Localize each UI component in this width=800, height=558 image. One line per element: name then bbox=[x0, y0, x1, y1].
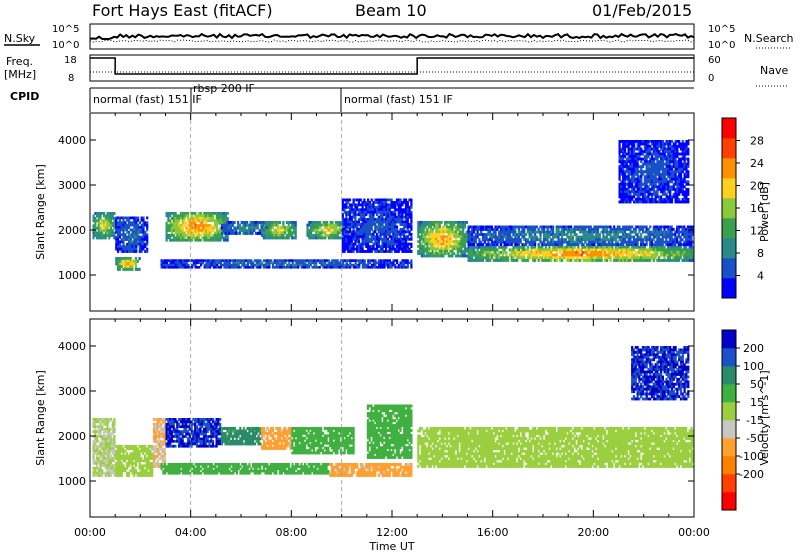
x-tick-label: 00:00 bbox=[678, 526, 710, 539]
x-tick-labels: 00:00 04:00 08:00 12:00 16:00 20:00 00:00 bbox=[74, 526, 710, 539]
power-panel: 1000 2000 3000 4000 Slant Range [km] bbox=[34, 113, 694, 311]
freq-label-1: Freq. bbox=[6, 55, 33, 68]
cpid-strip: CPID normal (fast) 151 IF rbsp 200 IF no… bbox=[10, 82, 694, 112]
colorbar-swatch bbox=[722, 118, 736, 138]
velocity-panel: 1000 2000 3000 4000 Slant Range [km] Time U… bbox=[34, 319, 694, 553]
colorbar-swatch bbox=[722, 238, 736, 258]
y-tick-label: 3000 bbox=[58, 179, 86, 192]
nsky-label: N.Sky bbox=[4, 32, 36, 45]
nsky-tick-top: 10^5 bbox=[52, 24, 79, 35]
power-ylabel: Slant Range [km] bbox=[34, 164, 47, 260]
colorbar-tick: -200 bbox=[739, 468, 764, 481]
nsearch-label: N.Search bbox=[744, 32, 794, 45]
x-tick-label: 20:00 bbox=[577, 526, 609, 539]
velocity-ylabel: Slant Range [km] bbox=[34, 370, 47, 466]
colorbar-swatch bbox=[722, 178, 736, 198]
y-tick-label: 3000 bbox=[58, 385, 86, 398]
freq-tick-top: 18 bbox=[64, 55, 77, 66]
colorbar-swatch bbox=[722, 456, 736, 474]
colorbar-swatch bbox=[722, 330, 736, 348]
colorbar-tick: 8 bbox=[757, 247, 764, 260]
colorbar-swatch bbox=[722, 402, 736, 420]
velocity-scatter-cells bbox=[93, 319, 695, 517]
colorbar-swatch bbox=[722, 420, 736, 438]
nsky-strip: N.Sky 10^5 10^0 10^5 10^0 N.Search bbox=[4, 24, 794, 51]
colorbar-tick: 200 bbox=[743, 342, 764, 355]
cpid-label: CPID bbox=[10, 90, 39, 103]
velocity-colorbar-label: Velocity [m s^-1] bbox=[758, 370, 771, 465]
nsky-tick-bottom: 10^0 bbox=[52, 40, 79, 51]
nsearch-tick-top: 10^5 bbox=[708, 24, 735, 35]
colorbar-swatch bbox=[722, 474, 736, 492]
colorbar-tick: 28 bbox=[750, 135, 764, 148]
cpid-segment-3: normal (fast) 151 IF bbox=[344, 93, 453, 106]
x-axis-label: Time UT bbox=[368, 540, 414, 553]
cpid-segment-1: normal (fast) 151 IF bbox=[93, 93, 202, 106]
nsearch-tick-bottom: 10^0 bbox=[708, 40, 735, 51]
colorbar-swatch bbox=[722, 366, 736, 384]
colorbar-swatch bbox=[722, 438, 736, 456]
y-tick-label: 2000 bbox=[58, 224, 86, 237]
power-colorbar-label: Power [dB] bbox=[758, 182, 771, 242]
nsearch-series bbox=[90, 40, 694, 42]
colorbar-swatch bbox=[722, 492, 736, 510]
y-tick-label: 1000 bbox=[58, 475, 86, 488]
x-tick-label: 08:00 bbox=[275, 526, 307, 539]
freq-label-2: [MHz] bbox=[4, 68, 36, 81]
x-tick-label: 04:00 bbox=[175, 526, 207, 539]
nave-tick-top: 60 bbox=[708, 55, 721, 66]
beam-title: Beam 10 bbox=[355, 1, 427, 20]
cpid-segment-2: rbsp 200 IF bbox=[193, 82, 255, 95]
colorbar-swatch bbox=[722, 278, 736, 298]
colorbar-swatch bbox=[722, 138, 736, 158]
station-title: Fort Hays East (fitACF) bbox=[92, 1, 273, 20]
date-title: 01/Feb/2015 bbox=[592, 1, 692, 20]
colorbar-swatch bbox=[722, 384, 736, 402]
colorbar-swatch bbox=[722, 218, 736, 238]
colorbar-swatch bbox=[722, 348, 736, 366]
nave-label: Nave bbox=[760, 64, 788, 77]
power-scatter-cells bbox=[93, 113, 695, 311]
freq-tick-bottom: 8 bbox=[68, 73, 74, 84]
colorbar-swatch bbox=[722, 258, 736, 278]
y-tick-label: 2000 bbox=[58, 430, 86, 443]
nsky-series bbox=[90, 34, 694, 39]
y-tick-label: 1000 bbox=[58, 269, 86, 282]
colorbar-tick: 24 bbox=[750, 157, 764, 170]
colorbar-swatch bbox=[722, 158, 736, 178]
x-tick-label: 16:00 bbox=[477, 526, 509, 539]
freq-strip: Freq. [MHz] 18 8 60 0 Nave bbox=[4, 55, 788, 86]
colorbar-swatch bbox=[722, 198, 736, 218]
y-tick-label: 4000 bbox=[58, 134, 86, 147]
x-tick-label: 00:00 bbox=[74, 526, 106, 539]
y-tick-label: 4000 bbox=[58, 340, 86, 353]
nave-tick-bottom: 0 bbox=[708, 73, 714, 84]
colorbar-tick: 4 bbox=[757, 270, 764, 283]
x-tick-label: 12:00 bbox=[376, 526, 408, 539]
